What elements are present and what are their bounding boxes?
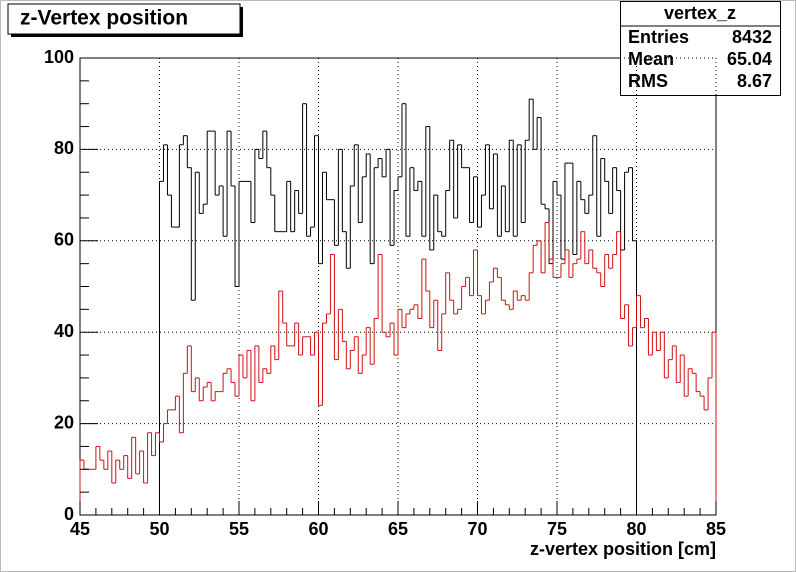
x-tick-label: 50	[149, 519, 169, 539]
axes: 45 50 55 60 65 70 75 80 85 0 20 40 60 80 100	[44, 47, 726, 539]
x-tick-label: 75	[547, 519, 567, 539]
stats-value: 8432	[732, 27, 772, 47]
y-tick-label: 20	[54, 412, 74, 432]
x-tick-label: 60	[308, 519, 328, 539]
y-tick-label: 0	[64, 504, 74, 524]
stats-box	[620, 1, 781, 96]
x-axis-label: z-vertex position [cm]	[530, 539, 716, 559]
title-box	[7, 3, 241, 35]
x-tick-label: 70	[467, 519, 487, 539]
y-tick-label: 60	[54, 230, 74, 250]
y-tick-label: 40	[54, 321, 74, 341]
stats-label: Mean	[628, 49, 674, 69]
x-tick-label: 80	[626, 519, 646, 539]
x-tick-label: 85	[706, 519, 726, 539]
x-tick-label: 45	[70, 519, 90, 539]
stats-value: 8.67	[737, 71, 772, 91]
x-tick-label: 55	[229, 519, 249, 539]
y-tick-label: 80	[54, 138, 74, 158]
stats-label: Entries	[628, 27, 689, 47]
histogram-series	[159, 98, 637, 515]
stats-title: vertex_z	[664, 3, 736, 23]
stats-value: 65.04	[727, 49, 772, 69]
stats-label: RMS	[628, 71, 668, 91]
x-tick-label: 65	[388, 519, 408, 539]
histogram-series	[79, 222, 717, 515]
y-tick-label: 100	[44, 47, 74, 67]
data	[79, 98, 717, 515]
chart-title: z-Vertex position	[20, 7, 188, 30]
